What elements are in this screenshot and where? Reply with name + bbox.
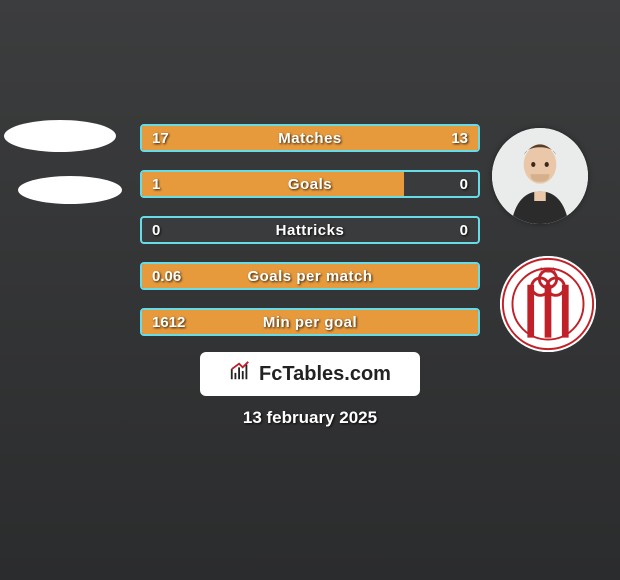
branding-box: FcTables.com [200, 352, 420, 396]
club-crest-icon: ΝΕΑ [500, 256, 596, 352]
stat-bar-row: 1612Min per goal [140, 308, 480, 336]
stat-bar-row: 00Hattricks [140, 216, 480, 244]
stat-label: Goals per match [142, 264, 478, 288]
comparison-bars: 1713Matches 10Goals 00Hattricks 0.06Goals p… [140, 124, 480, 354]
date-text: 13 february 2025 [0, 408, 620, 428]
right-player-club-badge: ΝΕΑ [500, 256, 596, 352]
chart-up-icon [229, 360, 251, 388]
stat-label: Goals [142, 172, 478, 196]
stat-label: Hattricks [142, 218, 478, 242]
svg-text:ΝΕΑ: ΝΕΑ [540, 265, 557, 274]
left-player-avatar-placeholder [4, 120, 116, 152]
right-player-avatar [492, 128, 588, 224]
left-player-club-placeholder [18, 176, 122, 204]
person-icon [492, 128, 588, 224]
stat-label: Matches [142, 126, 478, 150]
stat-label: Min per goal [142, 310, 478, 334]
stat-bar-row: 10Goals [140, 170, 480, 198]
branding-text: FcTables.com [259, 363, 391, 386]
stat-bar-row: 1713Matches [140, 124, 480, 152]
stat-bar-row: 0.06Goals per match [140, 262, 480, 290]
